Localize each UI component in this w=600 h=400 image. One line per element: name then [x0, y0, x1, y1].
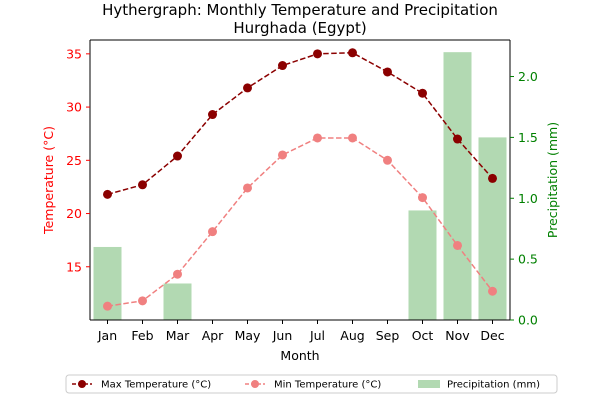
max-temp-point-jan: [103, 189, 112, 199]
min-temp-point-mar: [173, 269, 182, 279]
min-temp-point-aug: [348, 133, 357, 143]
y-right-tick-label: 0.0: [518, 313, 538, 328]
x-tick-label-may: May: [235, 328, 261, 343]
precipitation-bars: [93, 52, 507, 320]
legend-box: [65, 374, 558, 394]
legend-precip-swatch: [418, 380, 440, 388]
y-left-tick-label: 25: [66, 153, 82, 168]
min-temp-point-nov: [453, 240, 462, 250]
x-tick-label-apr: Apr: [202, 328, 224, 343]
max-temp-point-aug: [348, 48, 357, 58]
min-temp-point-dec: [488, 286, 497, 296]
legend-precip-label: Precipitation (mm): [447, 380, 540, 391]
precip-bar-nov: [443, 52, 472, 320]
max-temp-point-jul: [313, 49, 322, 59]
y-axis-label-left: Temperature (°C): [41, 126, 56, 235]
max-temp-point-dec: [488, 173, 497, 183]
y-left-tick-label: 35: [66, 46, 82, 61]
y-right-tick-label: 2.0: [518, 69, 538, 84]
max-temp-line: [107, 52, 494, 196]
chart-title-line2: Hurghada (Egypt): [233, 19, 366, 37]
max-temp-point-sep: [383, 67, 392, 77]
min-temp-point-may: [243, 183, 252, 193]
min-temp-point-apr: [208, 227, 217, 237]
min-temp-point-oct: [418, 193, 427, 203]
max-temp-point-oct: [418, 88, 427, 98]
y-right-tick-label: 0.5: [518, 252, 538, 267]
legend-min-temp-label: Min Temperature (°C): [274, 380, 381, 391]
chart-title-line1: Hythergraph: Monthly Temperature and Pre…: [102, 1, 498, 19]
y-left-tick-label: 20: [66, 206, 82, 221]
legend-max-temp-swatch-marker: [78, 380, 86, 388]
min-temp-point-jun: [278, 150, 287, 160]
temperature-lines: [103, 48, 497, 311]
y-left-tick-label: 15: [66, 259, 82, 274]
legend: Max Temperature (°C) Min Temperature (°C)…: [65, 374, 558, 394]
x-tick-label-jan: Jan: [97, 328, 117, 343]
x-tick-label-oct: Oct: [412, 328, 434, 343]
x-axis-label: Month: [280, 348, 319, 363]
min-temp-line: [107, 137, 494, 307]
legend-max-temp-label: Max Temperature (°C): [101, 380, 211, 391]
legend-min-temp-swatch-marker: [251, 380, 259, 388]
min-temp-point-jan: [103, 301, 112, 311]
precip-bar-oct: [408, 210, 437, 320]
max-temp-point-nov: [453, 134, 462, 144]
x-tick-label-mar: Mar: [166, 328, 190, 343]
x-tick-label-feb: Feb: [131, 328, 153, 343]
max-temp-point-mar: [173, 151, 182, 161]
x-tick-label-dec: Dec: [480, 328, 504, 343]
y-right-tick-label: 1.5: [518, 130, 538, 145]
max-temp-point-apr: [208, 110, 217, 120]
max-temp-point-may: [243, 83, 252, 93]
max-temp-point-jun: [278, 61, 287, 71]
min-temp-point-feb: [138, 296, 147, 306]
x-tick-label-aug: Aug: [340, 328, 364, 343]
x-tick-label-nov: Nov: [445, 328, 470, 343]
y-right-tick-label: 1.0: [518, 191, 538, 206]
max-temp-point-feb: [138, 180, 147, 190]
axes: Jan Feb Mar Apr May Jun Jul Aug Sep Oct Nov Dec 15 20…: [66, 39, 538, 343]
min-temp-point-jul: [313, 133, 322, 143]
x-tick-label-jul: Jul: [309, 328, 325, 343]
y-left-tick-label: 30: [66, 100, 82, 115]
precip-bar-mar: [163, 283, 192, 320]
x-tick-label-jun: Jun: [272, 328, 293, 343]
y-axis-label-right: Precipitation (mm): [545, 122, 560, 238]
min-temp-point-sep: [383, 155, 392, 165]
x-tick-label-sep: Sep: [376, 328, 400, 343]
